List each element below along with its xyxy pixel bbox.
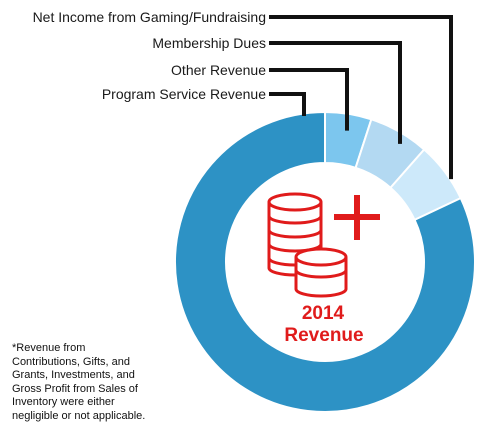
footnote-line: *Revenue from bbox=[12, 342, 86, 354]
footnote-line: Grants, Investments, and bbox=[12, 369, 135, 381]
donut-slices bbox=[174, 110, 476, 413]
legend-label: Program Service Revenue bbox=[102, 86, 266, 102]
leader-line bbox=[269, 15, 453, 180]
leader-line bbox=[269, 68, 349, 131]
leader-lines bbox=[269, 15, 453, 180]
footnote-line: Gross Profit from Sales of bbox=[12, 382, 138, 395]
footnote-line: Inventory were either bbox=[12, 396, 115, 408]
donut-slice bbox=[174, 110, 476, 413]
legend-label: Membership Dues bbox=[152, 35, 266, 51]
leader-line bbox=[269, 41, 402, 144]
center-label-year: 2014 bbox=[302, 303, 345, 324]
legend-label: Net Income from Gaming/Fundraising bbox=[33, 9, 266, 25]
footnote: *Revenue from Contributions, Gifts, and … bbox=[12, 342, 182, 423]
footnote-line: negligible or not applicable. bbox=[12, 409, 146, 422]
coins-plus-icon bbox=[267, 192, 380, 298]
leader-line bbox=[269, 92, 306, 116]
legend-label: Other Revenue bbox=[171, 62, 266, 78]
legend-labels: Net Income from Gaming/Fundraising Member… bbox=[33, 9, 267, 102]
center-label-title: Revenue bbox=[284, 325, 363, 346]
footnote-line: Contributions, Gifts, and bbox=[12, 355, 131, 368]
